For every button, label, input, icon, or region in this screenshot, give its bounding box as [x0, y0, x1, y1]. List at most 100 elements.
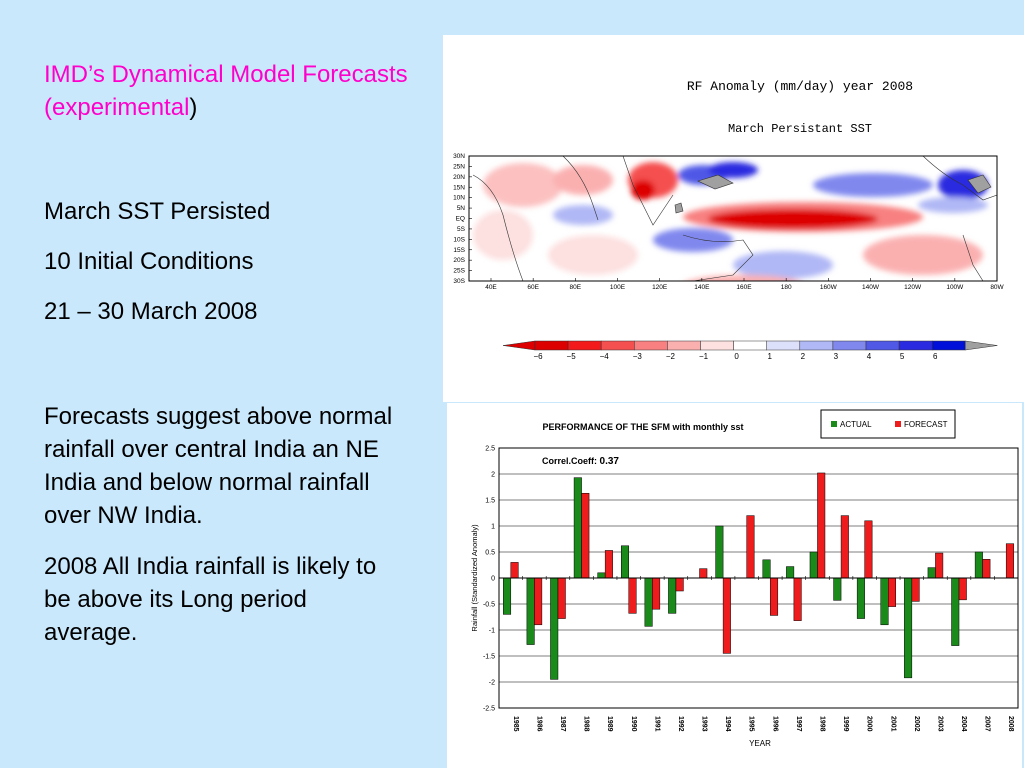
lat-label: 5N: [457, 205, 466, 212]
x-tick-label: 1998: [818, 716, 825, 732]
colorbar-left-arrow: [502, 340, 536, 351]
x-tick-label: 1997: [795, 716, 802, 732]
x-tick-label: 1987: [559, 716, 566, 732]
bar-forecast-1985: [510, 562, 519, 579]
bar-forecast-2000: [864, 520, 873, 579]
bar-actual-2004: [951, 577, 960, 646]
bar-forecast-1997: [793, 577, 802, 621]
colorbar-segment: [931, 340, 966, 351]
condition-line: 10 Initial Conditions: [44, 248, 254, 275]
bar-actual-1992: [668, 577, 677, 614]
colorbar-label: 0: [734, 352, 739, 361]
summary-paragraph: 2008 All India rainfall is likely to be …: [44, 553, 377, 646]
colorbar-label: 6: [933, 352, 938, 361]
conditions-block: March SST Persisted 10 Initial Condition…: [44, 195, 404, 345]
bar-forecast-2003: [935, 552, 944, 579]
colorbar-label: 2: [801, 352, 806, 361]
colorbar-label: −4: [600, 352, 610, 361]
colorbar-segment: [534, 340, 569, 351]
bar-actual-1988: [573, 477, 582, 579]
x-tick-label: 1990: [630, 716, 637, 732]
colorbar-segment: [700, 340, 734, 351]
bar-actual-2003: [927, 567, 936, 579]
bar-actual-1985: [503, 577, 512, 615]
condition-line: March SST Persisted: [44, 198, 271, 225]
lat-label: 5S: [457, 226, 466, 233]
bar-actual-2002: [904, 577, 913, 679]
correlation-label-text: Correl.Coeff:: [542, 456, 597, 466]
lat-label: 20N: [453, 174, 465, 181]
x-tick-label: 1992: [677, 716, 684, 732]
bar-forecast-2008: [1005, 543, 1014, 579]
bar-actual-1997: [786, 566, 795, 579]
colorbar-segment: [733, 340, 767, 351]
x-tick-label: 1985: [512, 716, 519, 732]
bar-actual-2007: [974, 551, 983, 579]
x-tick-label: 1991: [653, 716, 660, 732]
bar-forecast-1987: [557, 577, 566, 619]
anomaly-field: [469, 156, 997, 281]
bar-forecast-1986: [534, 577, 543, 626]
colorbar-label: −5: [567, 352, 577, 361]
bar-forecast-1989: [604, 550, 613, 579]
lat-labels: 30N 25N 20N 15N 10N 5N EQ 5S 10S 15S 20S 25S 30S: [453, 153, 472, 285]
bar-forecast-1993: [699, 568, 708, 579]
y-axis-label: Rainfall (Standardized Anomaly): [470, 524, 479, 632]
colorbar-label: −2: [666, 352, 676, 361]
legend-swatch-actual: [831, 421, 837, 427]
bar-actual-1990: [621, 545, 629, 579]
bar-forecast-1999: [840, 515, 849, 579]
chart-bars: [503, 472, 1014, 680]
lat-label: 15S: [453, 247, 465, 254]
lon-label: 100E: [610, 284, 626, 291]
lon-label: 120E: [652, 284, 668, 291]
x-tick-labels: 1985 1986 1987 1988 1989 1990 1991 1992 1993 1994…: [498, 576, 1014, 732]
x-tick-label: 2008: [1007, 716, 1014, 732]
y-tick-label: -2.5: [483, 706, 495, 713]
chart-legend: ACTUAL FORECAST: [820, 409, 956, 439]
legend-swatch-forecast: [895, 421, 901, 427]
x-axis-label: YEAR: [749, 739, 771, 748]
y-tick-label: -1.5: [483, 654, 495, 661]
lat-label: 30N: [453, 153, 465, 160]
lon-label: 160W: [820, 284, 838, 291]
map-subtitle: March Persistant SST: [728, 122, 872, 136]
x-tick-label: 1986: [535, 716, 542, 732]
bar-actual-2001: [880, 577, 889, 626]
performance-chart: PERFORMANCE OF THE SFM with monthly sst …: [470, 409, 1019, 748]
anomaly-map-panel: RF Anomaly (mm/day) year 2008 March Pers…: [443, 35, 1024, 402]
lon-label: 140W: [862, 284, 880, 291]
lon-label: 140E: [694, 284, 710, 291]
anomaly-map: RF Anomaly (mm/day) year 2008 March Pers…: [453, 79, 1005, 361]
legend-label-forecast: FORECAST: [904, 420, 948, 429]
lon-label: 60E: [527, 284, 539, 291]
x-tick-label: 1994: [724, 716, 731, 732]
y-tick-label: 0.5: [485, 550, 495, 557]
colorbar-label: −3: [633, 352, 643, 361]
x-tick-label: 1989: [606, 716, 613, 732]
bar-actual-1994: [715, 525, 724, 579]
colorbar-label: 4: [867, 352, 872, 361]
lon-labels: 40E 60E 80E 100E 120E 140E 160E 180 160W 140W 120W…: [485, 278, 1005, 291]
x-tick-label: 1988: [583, 716, 590, 732]
bar-actual-1989: [597, 572, 606, 579]
lon-label: 100W: [946, 284, 964, 291]
lat-label: 30S: [453, 278, 465, 285]
condition-line: 21 – 30 March 2008: [44, 298, 258, 325]
legend-label-actual: ACTUAL: [840, 420, 872, 429]
y-tick-label: 1: [491, 524, 495, 531]
y-tick-label: 2: [491, 472, 495, 479]
y-tick-label: -1: [489, 628, 495, 635]
x-tick-label: 1999: [842, 716, 849, 732]
x-tick-label: 1993: [701, 716, 708, 732]
lat-label: 10N: [453, 195, 465, 202]
x-tick-label: 2007: [984, 716, 991, 732]
bar-actual-2000: [856, 577, 865, 619]
bar-forecast-1990: [628, 577, 637, 614]
bar-forecast-2004: [958, 577, 967, 601]
colorbar-segment: [667, 340, 701, 351]
summary-paragraph: Forecasts suggest above normal rainfall …: [44, 403, 393, 529]
bar-forecast-1996: [770, 577, 779, 616]
colorbar-label: 1: [767, 352, 772, 361]
chart-title: PERFORMANCE OF THE SFM with monthly sst: [542, 422, 743, 432]
